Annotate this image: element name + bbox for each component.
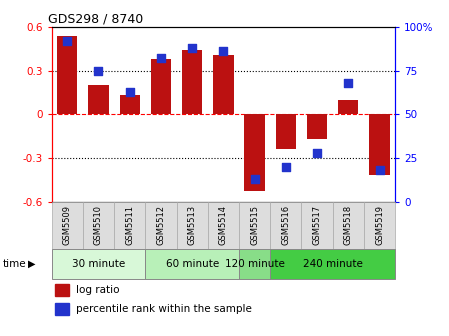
Bar [213,54,233,114]
Bar [270,202,301,249]
Bar [145,249,239,279]
Bar [239,249,270,279]
Bar [57,36,77,114]
Bar [55,284,70,296]
Bar [333,202,364,249]
Text: GSM5518: GSM5518 [344,205,353,245]
Text: GSM5512: GSM5512 [156,205,165,245]
Text: GSM5515: GSM5515 [250,205,259,245]
Text: GSM5516: GSM5516 [282,205,291,245]
Bar [370,114,390,175]
Bar [145,202,176,249]
Text: ▶: ▶ [28,259,35,269]
Bar [307,114,327,139]
Text: GDS298 / 8740: GDS298 / 8740 [48,13,143,26]
Point [189,45,196,50]
Text: GSM5514: GSM5514 [219,205,228,245]
Bar [208,202,239,249]
Text: time: time [2,259,26,269]
Bar [83,202,114,249]
Text: 30 minute: 30 minute [72,259,125,269]
Bar [151,59,171,114]
Point [251,176,258,181]
Point [157,56,164,61]
Bar [244,114,265,192]
Point [345,80,352,85]
Bar [119,95,140,114]
Point [126,89,133,94]
Text: GSM5509: GSM5509 [63,205,72,245]
Text: log ratio: log ratio [76,285,120,295]
Text: 120 minute: 120 minute [224,259,285,269]
Bar [276,114,296,149]
Point [95,68,102,73]
Bar [52,249,145,279]
Bar [364,202,395,249]
Bar [114,202,145,249]
Text: 60 minute: 60 minute [166,259,219,269]
Point [313,150,321,155]
Point [282,164,290,169]
Bar [182,50,202,114]
Text: 240 minute: 240 minute [303,259,363,269]
Point [64,38,71,44]
Text: GSM5513: GSM5513 [188,205,197,245]
Bar [239,202,270,249]
Text: percentile rank within the sample: percentile rank within the sample [76,304,252,314]
Point [376,167,383,173]
Bar [55,303,70,315]
Bar [301,202,333,249]
Text: GSM5519: GSM5519 [375,205,384,245]
Point [220,49,227,54]
Text: GSM5511: GSM5511 [125,205,134,245]
Bar [52,202,83,249]
Text: GSM5510: GSM5510 [94,205,103,245]
Bar [176,202,208,249]
Bar [338,100,358,114]
Bar [88,85,109,114]
Bar [270,249,395,279]
Text: GSM5517: GSM5517 [313,205,321,245]
